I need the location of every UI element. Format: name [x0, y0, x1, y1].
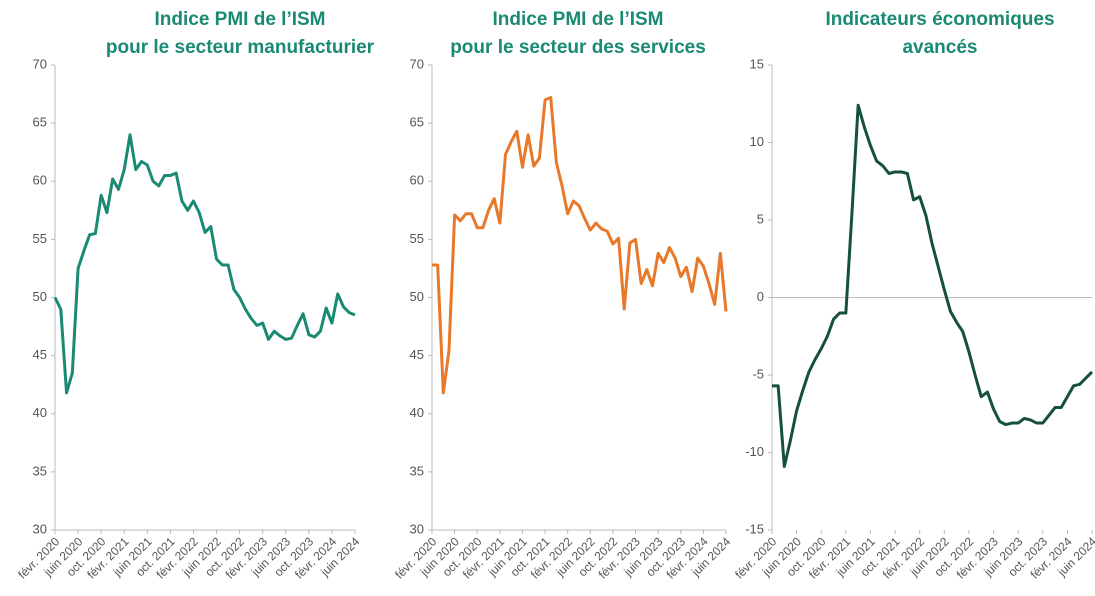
y-tick-label: 30 — [410, 521, 424, 536]
data-line — [53, 133, 356, 395]
y-tick-label: 60 — [33, 173, 47, 188]
data-line — [432, 96, 728, 395]
y-tick-label: 15 — [750, 56, 764, 71]
y-tick-label: 35 — [33, 463, 47, 478]
y-tick-label: -15 — [745, 521, 764, 536]
y-tick-label: 65 — [33, 115, 47, 130]
y-tick-label: -10 — [745, 444, 764, 459]
chart-title: pour le secteur manufacturier — [106, 37, 375, 58]
y-tick-label: 10 — [750, 134, 764, 149]
y-tick-label: 5 — [757, 211, 764, 226]
y-tick-label: -5 — [752, 366, 764, 381]
y-tick-label: 30 — [33, 521, 47, 536]
y-tick-label: 70 — [33, 56, 47, 71]
y-tick-label: 60 — [410, 173, 424, 188]
y-tick-label: 55 — [410, 231, 424, 246]
y-tick-label: 50 — [33, 289, 47, 304]
y-tick-label: 35 — [410, 463, 424, 478]
chart-title: avancés — [902, 37, 977, 58]
chart-title: Indice PMI de l’ISM — [492, 9, 663, 30]
data-line — [772, 103, 1094, 468]
y-tick-label: 40 — [410, 405, 424, 420]
chart-title: Indice PMI de l’ISM — [154, 9, 325, 30]
y-tick-label: 50 — [410, 289, 424, 304]
y-tick-label: 45 — [33, 347, 47, 362]
chart-title: pour le secteur des services — [450, 37, 706, 58]
chart-title: Indicateurs économiques — [825, 9, 1054, 30]
y-tick-label: 65 — [410, 115, 424, 130]
y-tick-label: 40 — [33, 405, 47, 420]
y-tick-label: 45 — [410, 347, 424, 362]
y-tick-label: 55 — [33, 231, 47, 246]
y-tick-label: 0 — [757, 289, 764, 304]
y-tick-label: 70 — [410, 56, 424, 71]
